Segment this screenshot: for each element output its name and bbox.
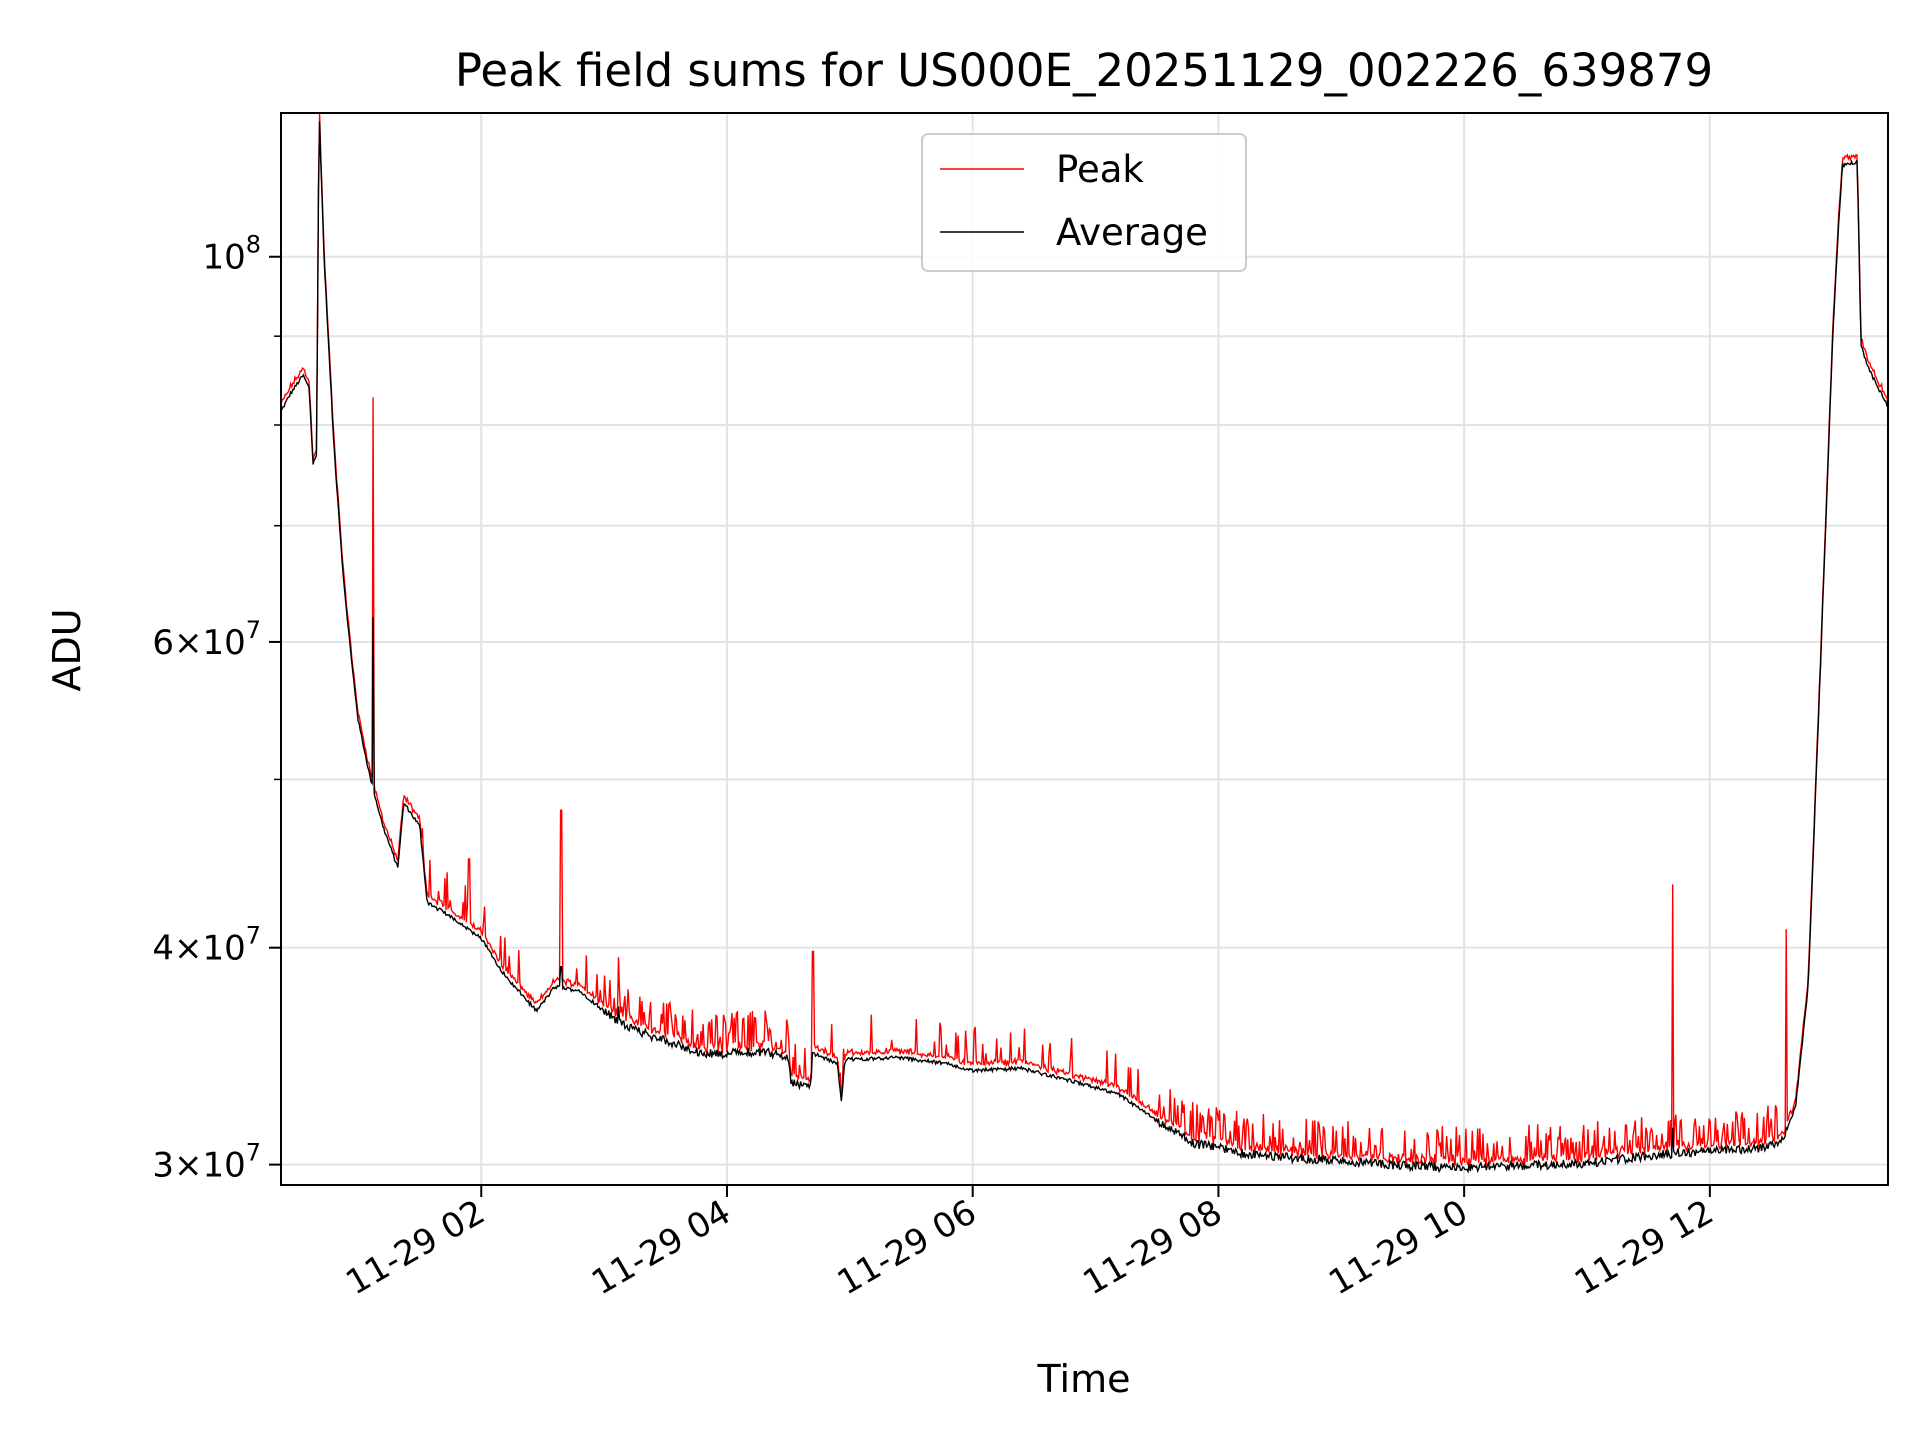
plot-frame bbox=[280, 112, 1889, 1186]
peak-line bbox=[280, 113, 1889, 1167]
legend-average-label: Average bbox=[1056, 211, 1208, 254]
x-axis-title: Time bbox=[1037, 1357, 1131, 1401]
y-tick-label: 108 bbox=[202, 231, 261, 278]
y-tick-label: 4×107 bbox=[152, 922, 261, 969]
peak-series bbox=[280, 113, 1889, 1167]
average-series bbox=[280, 121, 1889, 1174]
legend: Peak Average bbox=[921, 133, 1247, 272]
average-line bbox=[280, 121, 1889, 1174]
grid bbox=[281, 113, 1888, 1185]
chart-title: Peak field sums for US000E_20251129_0022… bbox=[455, 44, 1713, 97]
y-axis-title: ADU bbox=[45, 608, 89, 691]
y-tick-label: 3×107 bbox=[152, 1139, 261, 1186]
legend-peak-label: Peak bbox=[1056, 148, 1144, 191]
y-tick-label: 6×107 bbox=[152, 616, 261, 663]
